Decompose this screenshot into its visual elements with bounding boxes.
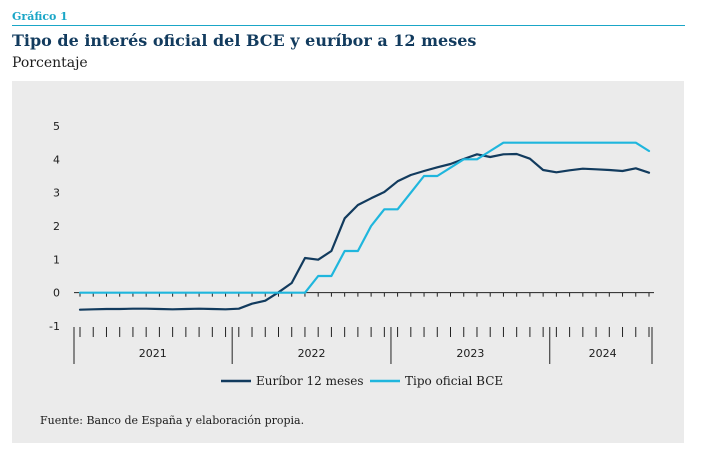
y-tick-label: 0 <box>53 287 60 300</box>
y-tick-label: -1 <box>49 320 60 333</box>
year-label: 2021 <box>139 347 167 360</box>
figure-kicker: Gráfico 1 <box>12 10 68 23</box>
year-label: 2024 <box>589 347 617 360</box>
legend-item-euribor-label: Euríbor 12 meses <box>256 374 364 388</box>
y-axis: -1 0 1 2 3 4 5 <box>49 120 60 333</box>
legend: Euríbor 12 meses Tipo oficial BCE <box>221 374 503 388</box>
y-tick-label: 3 <box>53 187 60 200</box>
series-group <box>78 141 651 311</box>
kicker-divider <box>12 25 685 26</box>
year-label: 2023 <box>456 347 484 360</box>
y-tick-label: 5 <box>53 120 60 133</box>
source-note: Fuente: Banco de España y elaboración pr… <box>40 414 305 427</box>
year-label: 2022 <box>298 347 326 360</box>
y-tick-label: 4 <box>53 153 60 166</box>
legend-item-bce-label: Tipo oficial BCE <box>405 374 503 388</box>
y-tick-label: 1 <box>53 253 60 266</box>
x-axis: 2021 2022 2023 2024 <box>73 292 654 364</box>
y-tick-label: 2 <box>53 220 60 233</box>
line-chart: -1 0 1 2 3 4 5 2021 2022 2023 2024 Euríbor 12 mes… <box>49 120 654 388</box>
chart-subtitle: Porcentaje <box>12 55 88 71</box>
chart-title: Tipo de interés oficial del BCE y euríbo… <box>12 31 477 50</box>
chart-panel: -1 0 1 2 3 4 5 2021 2022 2023 2024 Euríbor 12 mes… <box>12 81 684 443</box>
series-line-bce <box>78 141 651 294</box>
series-line-euribor <box>78 152 651 311</box>
